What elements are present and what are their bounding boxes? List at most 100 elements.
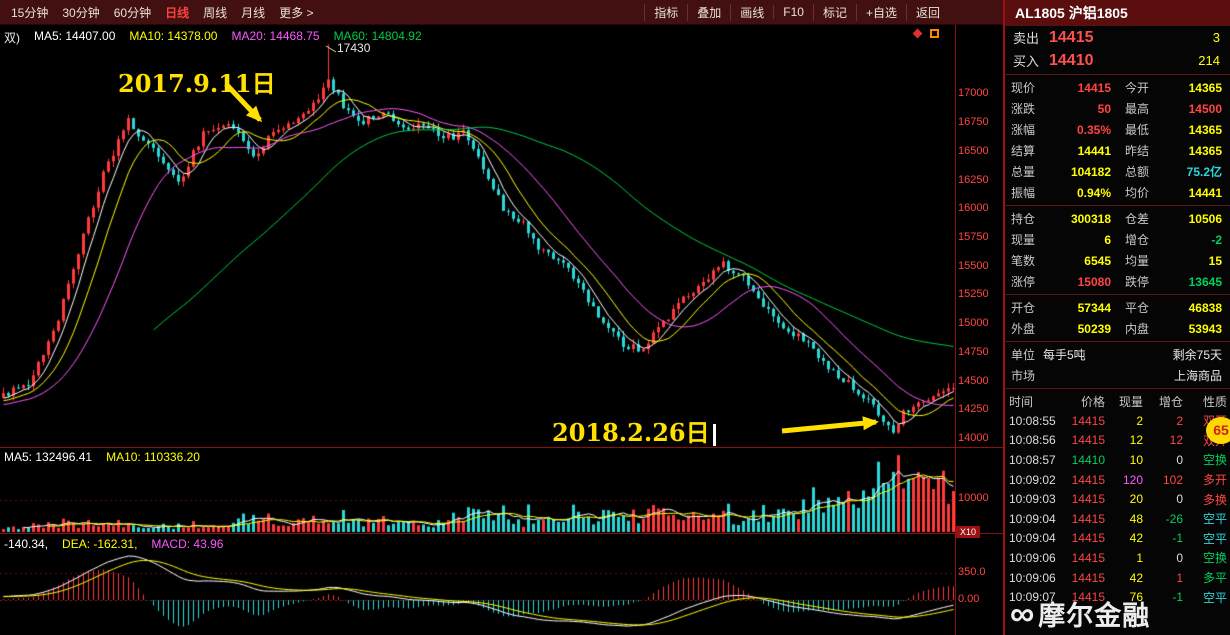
tick-cell: 12 — [1129, 433, 1143, 448]
info-value-right: 上海商品 — [1173, 369, 1222, 383]
panel-divider — [1005, 341, 1230, 342]
tick-cell: 42 — [1129, 531, 1143, 546]
stat-value-最低: 14365 — [1188, 122, 1222, 137]
period-prefix: 双) — [4, 31, 20, 45]
stat-row: 涨停 15080 跌停 13645 — [1005, 271, 1230, 292]
tick-cell: 10:09:03 — [1009, 492, 1056, 507]
quote-panel: AL1805 沪铝1805 卖出 14415 3 买入 14410 214 现价… — [1003, 0, 1230, 635]
tick-row[interactable]: 10:09:06 14415 1 0 空换 — [1005, 548, 1230, 568]
action-+自选[interactable]: +自选 — [855, 3, 906, 21]
timeframe-60分钟[interactable]: 60分钟 — [113, 5, 152, 20]
stat-row: 笔数 6545 均量 15 — [1005, 250, 1230, 271]
price-axis-label: 14750 — [958, 345, 989, 358]
contract-title[interactable]: AL1805 沪铝1805 — [1005, 0, 1230, 26]
tick-header-价格: 价格 — [1080, 394, 1105, 409]
indicator-label: MA20: 14468.75 — [231, 29, 320, 43]
price-axis-label: 16250 — [958, 173, 989, 186]
price-axis-label: 16000 — [958, 202, 989, 215]
stat-row: 开仓 57344 平仓 46838 — [1005, 297, 1230, 318]
timeframe-15分钟[interactable]: 15分钟 — [11, 5, 49, 20]
stat-label-最高: 最高 — [1125, 102, 1150, 116]
tick-cell: 0 — [1176, 492, 1183, 507]
ask-row[interactable]: 卖出 14415 3 — [1005, 26, 1230, 49]
tick-row[interactable]: 10:08:551441522双开 — [1005, 411, 1230, 431]
tick-cell: 1 — [1136, 550, 1143, 565]
stat-label-总额: 总额 — [1125, 165, 1150, 179]
tick-row[interactable]: 10:09:07 14415 76 -1 空平 — [1005, 587, 1230, 607]
maximize-pane-icon[interactable] — [930, 29, 939, 38]
stat-value-均价: 14441 — [1188, 185, 1222, 200]
tick-row[interactable]: 10:09:06 14415 42 1 多平 — [1005, 568, 1230, 588]
tick-cell: 20 — [1129, 492, 1143, 507]
price-axis-label: 16500 — [958, 144, 989, 157]
timeframe-group: 15分钟 30分钟 60分钟 日线 周线 月线 更多 > — [0, 4, 320, 21]
timeframe-日线[interactable]: 日线 — [165, 5, 190, 20]
stat-value-涨跌: 50 — [1097, 101, 1111, 116]
price-axis-label: 14250 — [958, 403, 989, 416]
stat-row: 结算 14441 昨结 14365 — [1005, 140, 1230, 161]
stat-row: 振幅 0.94% 均价 14441 — [1005, 182, 1230, 203]
stat-label-昨结: 昨结 — [1125, 144, 1150, 158]
tick-cell: 多开 — [1202, 473, 1227, 488]
indicator-label: MA10: 14378.00 — [129, 29, 218, 43]
annotation-date-2: 2018.2.26日 — [552, 413, 716, 448]
stat-label-结算: 结算 — [1011, 144, 1036, 158]
price-axis-label: 15500 — [958, 259, 989, 272]
diamond-icon[interactable] — [912, 28, 923, 39]
score-badge[interactable]: 65 — [1206, 417, 1230, 444]
stat-label-涨跌: 涨跌 — [1011, 102, 1036, 116]
action-画线[interactable]: 画线 — [730, 3, 773, 21]
macd-axis-label-upper: 350.0 — [958, 566, 986, 578]
tick-cell: 48 — [1129, 511, 1143, 526]
timeframe-更多 >[interactable]: 更多 > — [279, 5, 314, 20]
info-value: 每手5吨 — [1043, 348, 1086, 362]
annotation-date-1: 2017.9.11日 — [118, 69, 276, 98]
timeframe-月线[interactable]: 月线 — [241, 5, 266, 20]
logo-text: 摩尔金融 — [1038, 601, 1151, 631]
tick-cell: 10:09:04 — [1009, 531, 1056, 546]
tick-cell: 10:08:56 — [1009, 433, 1056, 448]
tick-row[interactable]: 10:09:02 14415 120 102 多开 — [1005, 470, 1230, 490]
stat-row: 外盘 50239 内盘 53943 — [1005, 318, 1230, 339]
stat-label-涨幅: 涨幅 — [1011, 123, 1036, 137]
tick-cell: 14415 — [1071, 570, 1105, 585]
indicator-label: MA60: 14804.92 — [333, 29, 422, 43]
info-label: 市场 — [1011, 369, 1036, 383]
pane-divider-volume[interactable] — [0, 447, 1003, 448]
macd-value-labels: -140.34, DEA: -162.31, MACD: 43.96 — [4, 537, 223, 551]
tick-cell: 102 — [1162, 472, 1183, 487]
price-axis-label: 15000 — [958, 317, 989, 330]
tick-cell: 14415 — [1071, 472, 1105, 487]
timeframe-30分钟[interactable]: 30分钟 — [62, 5, 100, 20]
tick-cell: -1 — [1172, 590, 1183, 605]
tick-cell: 1 — [1176, 570, 1183, 585]
tick-row[interactable]: 10:09:04 14415 48 -26 空平 — [1005, 509, 1230, 529]
pane-divider-macd[interactable] — [0, 533, 1003, 534]
tick-cell: 10:09:07 — [1009, 590, 1056, 605]
action-叠加[interactable]: 叠加 — [687, 3, 730, 21]
action-标记[interactable]: 标记 — [812, 3, 856, 21]
tick-row[interactable]: 10:08:56144151212双开 — [1005, 431, 1230, 451]
timeframe-周线[interactable]: 周线 — [203, 5, 228, 20]
tick-row[interactable]: 10:08:57 14410 10 0 空换 — [1005, 450, 1230, 470]
action-指标[interactable]: 指标 — [644, 3, 687, 21]
tick-cell: 10 — [1129, 452, 1143, 467]
price-axis-label: 15250 — [958, 288, 989, 301]
bid-row[interactable]: 买入 14410 214 — [1005, 49, 1230, 72]
ask-price: 14415 — [1049, 28, 1094, 46]
tick-row[interactable]: 10:09:03 14415 20 0 多换 — [1005, 489, 1230, 509]
action-返回[interactable]: 返回 — [905, 3, 949, 21]
bid-qty: 214 — [1198, 53, 1220, 68]
stat-row: 涨幅 0.35% 最低 14365 — [1005, 119, 1230, 140]
tick-cell: 空换 — [1202, 551, 1227, 566]
tick-row[interactable]: 10:09:04 14415 42 -1 空平 — [1005, 529, 1230, 549]
text-cursor — [712, 423, 716, 446]
stat-value-涨幅: 0.35% — [1076, 122, 1111, 137]
stat-value-最高: 14500 — [1188, 101, 1222, 116]
tick-cell: 10:09:02 — [1009, 472, 1056, 487]
tick-cell: 10:09:04 — [1009, 511, 1056, 526]
tick-header-性质: 性质 — [1202, 394, 1227, 409]
axis-border-line — [955, 25, 956, 635]
action-F10[interactable]: F10 — [773, 5, 813, 19]
